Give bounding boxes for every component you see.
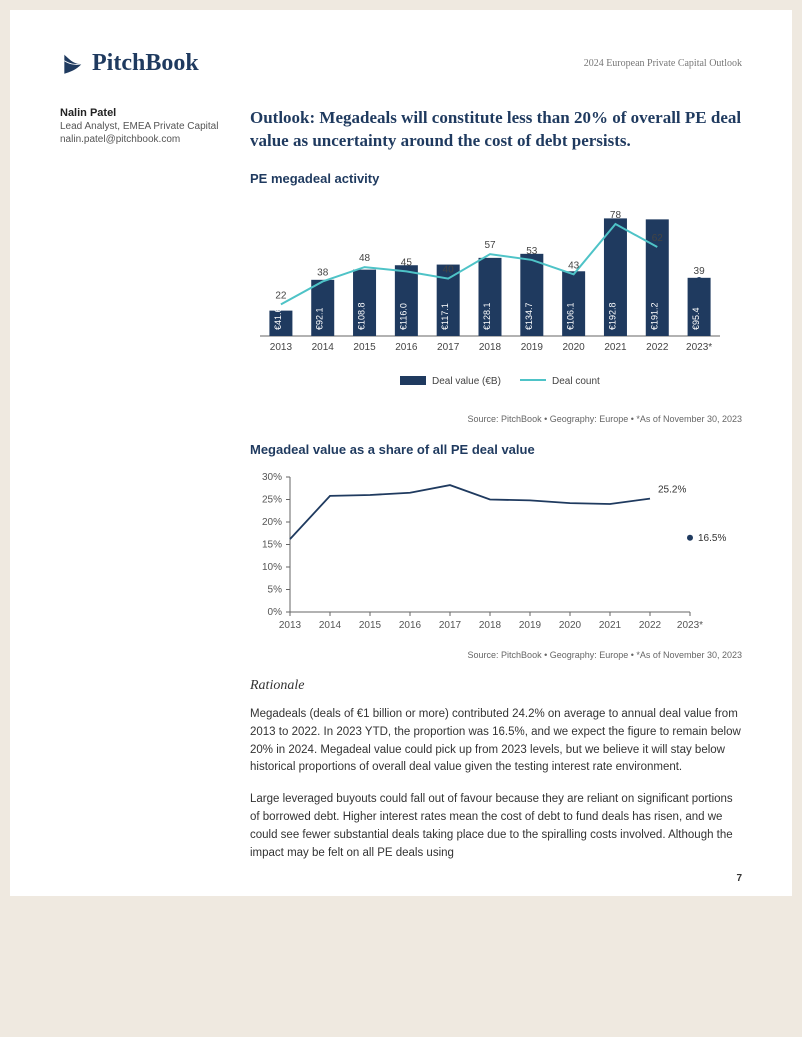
author-sidebar: Nalin Patel Lead Analyst, EMEA Private C… (60, 107, 220, 876)
page-number: 7 (736, 873, 742, 884)
header-subtitle: 2024 European Private Capital Outlook (584, 58, 742, 69)
svg-text:39: 39 (694, 266, 706, 277)
header: PitchBook 2024 European Private Capital … (60, 50, 742, 77)
svg-text:2015: 2015 (359, 620, 382, 631)
svg-text:2015: 2015 (353, 342, 376, 353)
rationale-heading: Rationale (250, 678, 742, 694)
author-title: Lead Analyst, EMEA Private Capital (60, 121, 220, 132)
svg-text:25%: 25% (262, 494, 282, 505)
svg-text:Deal value (€B): Deal value (€B) (432, 376, 501, 387)
svg-text:2020: 2020 (559, 620, 582, 631)
chart2-title: Megadeal value as a share of all PE deal… (250, 442, 742, 457)
svg-text:2023*: 2023* (686, 342, 712, 353)
svg-text:€108.8: €108.8 (357, 302, 367, 330)
rationale-p1: Megadeals (deals of €1 billion or more) … (250, 706, 742, 777)
svg-text:€128.1: €128.1 (482, 302, 492, 330)
chart1: €41.6 2013 €92.1 2014 €108.8 2015 €116.0 2016 €1… (250, 196, 742, 406)
headline: Outlook: Megadeals will constitute less … (250, 107, 742, 153)
svg-text:48: 48 (359, 253, 371, 264)
svg-text:53: 53 (526, 246, 538, 257)
chart2: 0% 5% 10% 15% 20% 25% 30% 2013 2014 2015 2016 2017 2… (250, 467, 742, 642)
logo-text: PitchBook (92, 50, 199, 77)
rationale-p2: Large leveraged buyouts could fall out o… (250, 791, 742, 862)
chart2-source: Source: PitchBook • Geography: Europe • … (250, 650, 742, 660)
svg-text:2019: 2019 (519, 620, 542, 631)
svg-text:78: 78 (610, 210, 622, 221)
svg-text:25.2%: 25.2% (658, 484, 686, 495)
svg-text:2023*: 2023* (677, 620, 703, 631)
svg-text:2021: 2021 (604, 342, 627, 353)
pitchbook-logo-icon (60, 51, 86, 77)
author-name: Nalin Patel (60, 107, 220, 119)
svg-text:€191.2: €191.2 (649, 302, 659, 330)
svg-text:2021: 2021 (599, 620, 622, 631)
svg-text:€95.4: €95.4 (691, 307, 701, 330)
svg-text:43: 43 (568, 260, 580, 271)
svg-text:€134.7: €134.7 (524, 302, 534, 330)
svg-text:5%: 5% (268, 584, 283, 595)
svg-text:57: 57 (484, 240, 496, 251)
svg-text:40: 40 (443, 264, 455, 275)
svg-text:Deal count: Deal count (552, 376, 600, 387)
svg-text:22: 22 (275, 290, 287, 301)
author-email: nalin.patel@pitchbook.com (60, 134, 220, 145)
svg-text:62: 62 (652, 233, 664, 244)
chart1-source: Source: PitchBook • Geography: Europe • … (250, 414, 742, 424)
svg-text:45: 45 (401, 257, 413, 268)
chart1-svg: €41.6 2013 €92.1 2014 €108.8 2015 €116.0 2016 €1… (250, 196, 730, 401)
svg-text:2014: 2014 (312, 342, 335, 353)
svg-text:20%: 20% (262, 517, 282, 528)
svg-text:€116.0: €116.0 (398, 303, 408, 330)
svg-text:2019: 2019 (521, 342, 544, 353)
svg-text:16.5%: 16.5% (698, 533, 726, 544)
svg-text:€192.8: €192.8 (607, 302, 617, 330)
logo: PitchBook (60, 50, 199, 77)
svg-text:2013: 2013 (270, 342, 293, 353)
svg-text:€41.6: €41.6 (273, 307, 283, 330)
svg-text:2022: 2022 (646, 342, 669, 353)
svg-text:2017: 2017 (439, 620, 462, 631)
chart2-svg: 0% 5% 10% 15% 20% 25% 30% 2013 2014 2015 2016 2017 2… (250, 467, 730, 637)
main-content: Outlook: Megadeals will constitute less … (250, 107, 742, 876)
svg-text:15%: 15% (262, 539, 282, 550)
svg-text:€106.1: €106.1 (566, 302, 576, 330)
chart1-title: PE megadeal activity (250, 171, 742, 186)
svg-text:30%: 30% (262, 472, 282, 483)
body-columns: Nalin Patel Lead Analyst, EMEA Private C… (60, 107, 742, 876)
svg-text:2014: 2014 (319, 620, 342, 631)
page: PitchBook 2024 European Private Capital … (10, 10, 792, 896)
svg-text:10%: 10% (262, 562, 282, 573)
svg-text:€92.1: €92.1 (315, 307, 325, 330)
svg-text:2018: 2018 (479, 342, 502, 353)
svg-text:2017: 2017 (437, 342, 460, 353)
svg-text:2013: 2013 (279, 620, 302, 631)
svg-text:2018: 2018 (479, 620, 502, 631)
svg-text:2016: 2016 (399, 620, 422, 631)
svg-text:2016: 2016 (395, 342, 418, 353)
svg-text:2022: 2022 (639, 620, 662, 631)
svg-text:0%: 0% (268, 607, 283, 618)
svg-text:2020: 2020 (563, 342, 586, 353)
svg-text:€117.1: €117.1 (440, 303, 450, 330)
svg-text:38: 38 (317, 267, 329, 278)
